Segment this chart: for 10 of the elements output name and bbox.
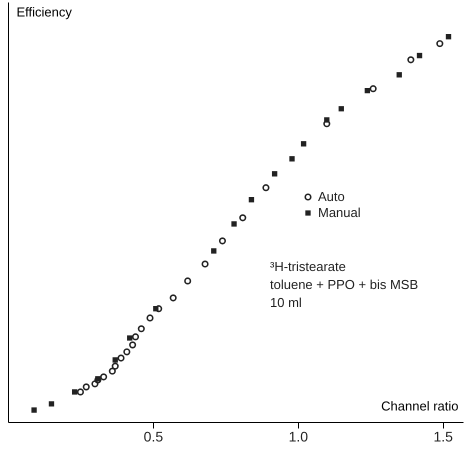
y-axis-title: Efficiency [16,4,72,20]
legend-label: Manual [318,205,361,220]
annotation: 10 ml [270,295,302,310]
x-tick-label: 1.5 [433,428,454,444]
x-tick-label: 1.0 [288,428,308,444]
legend-label: Auto [318,189,345,204]
annotation: toluene + PPO + bis MSB [270,277,418,292]
annotation: ³H-tristearate [270,259,346,274]
x-tick-label: 0.5 [144,428,164,444]
x-axis-title: Channel ratio [381,398,458,414]
